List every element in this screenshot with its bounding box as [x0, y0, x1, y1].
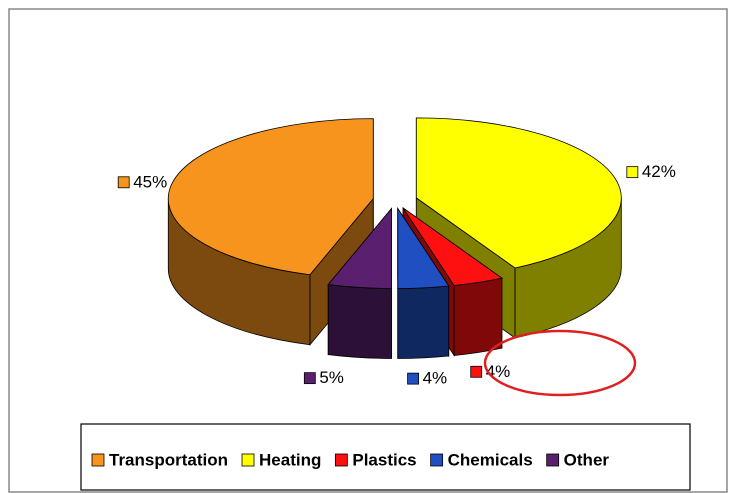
label-swatch	[626, 166, 639, 179]
legend-label: Plastics	[352, 450, 416, 469]
highlight-circle	[483, 329, 637, 397]
slice-top	[402, 207, 503, 286]
legend-label: Other	[564, 450, 610, 469]
legend-swatch	[430, 453, 444, 467]
legend-label: Transportation	[109, 450, 228, 469]
data-label: 45%	[133, 172, 167, 191]
data-label: 4%	[423, 369, 448, 388]
label-swatch	[303, 372, 316, 385]
slice-wall	[453, 277, 503, 356]
slice-wall	[327, 284, 392, 359]
slice	[397, 207, 450, 359]
label-swatch	[470, 365, 483, 378]
legend-swatch	[546, 453, 560, 467]
data-label: 5%	[319, 368, 344, 387]
slice-top	[327, 207, 392, 289]
label-swatch	[407, 372, 419, 385]
pie	[167, 117, 622, 359]
slice-wall	[397, 285, 450, 359]
legend-swatch	[91, 453, 105, 467]
legend-swatch	[241, 453, 255, 467]
data-label: 42%	[642, 162, 676, 181]
slice-top	[415, 117, 622, 269]
slice	[327, 207, 392, 359]
label-swatch	[117, 176, 130, 189]
legend: Transportation Heating Plastics Chemicals Ot…	[91, 450, 610, 469]
legend-swatch	[334, 453, 348, 467]
legend-label: Chemicals	[448, 450, 533, 469]
legend-box	[80, 423, 691, 491]
slice-top	[167, 118, 374, 276]
slice-top	[397, 207, 450, 289]
data-labels: 42% 4% 4% 5% 45%	[117, 162, 676, 388]
data-label: 4%	[486, 362, 511, 381]
legend-label: Heating	[259, 450, 321, 469]
